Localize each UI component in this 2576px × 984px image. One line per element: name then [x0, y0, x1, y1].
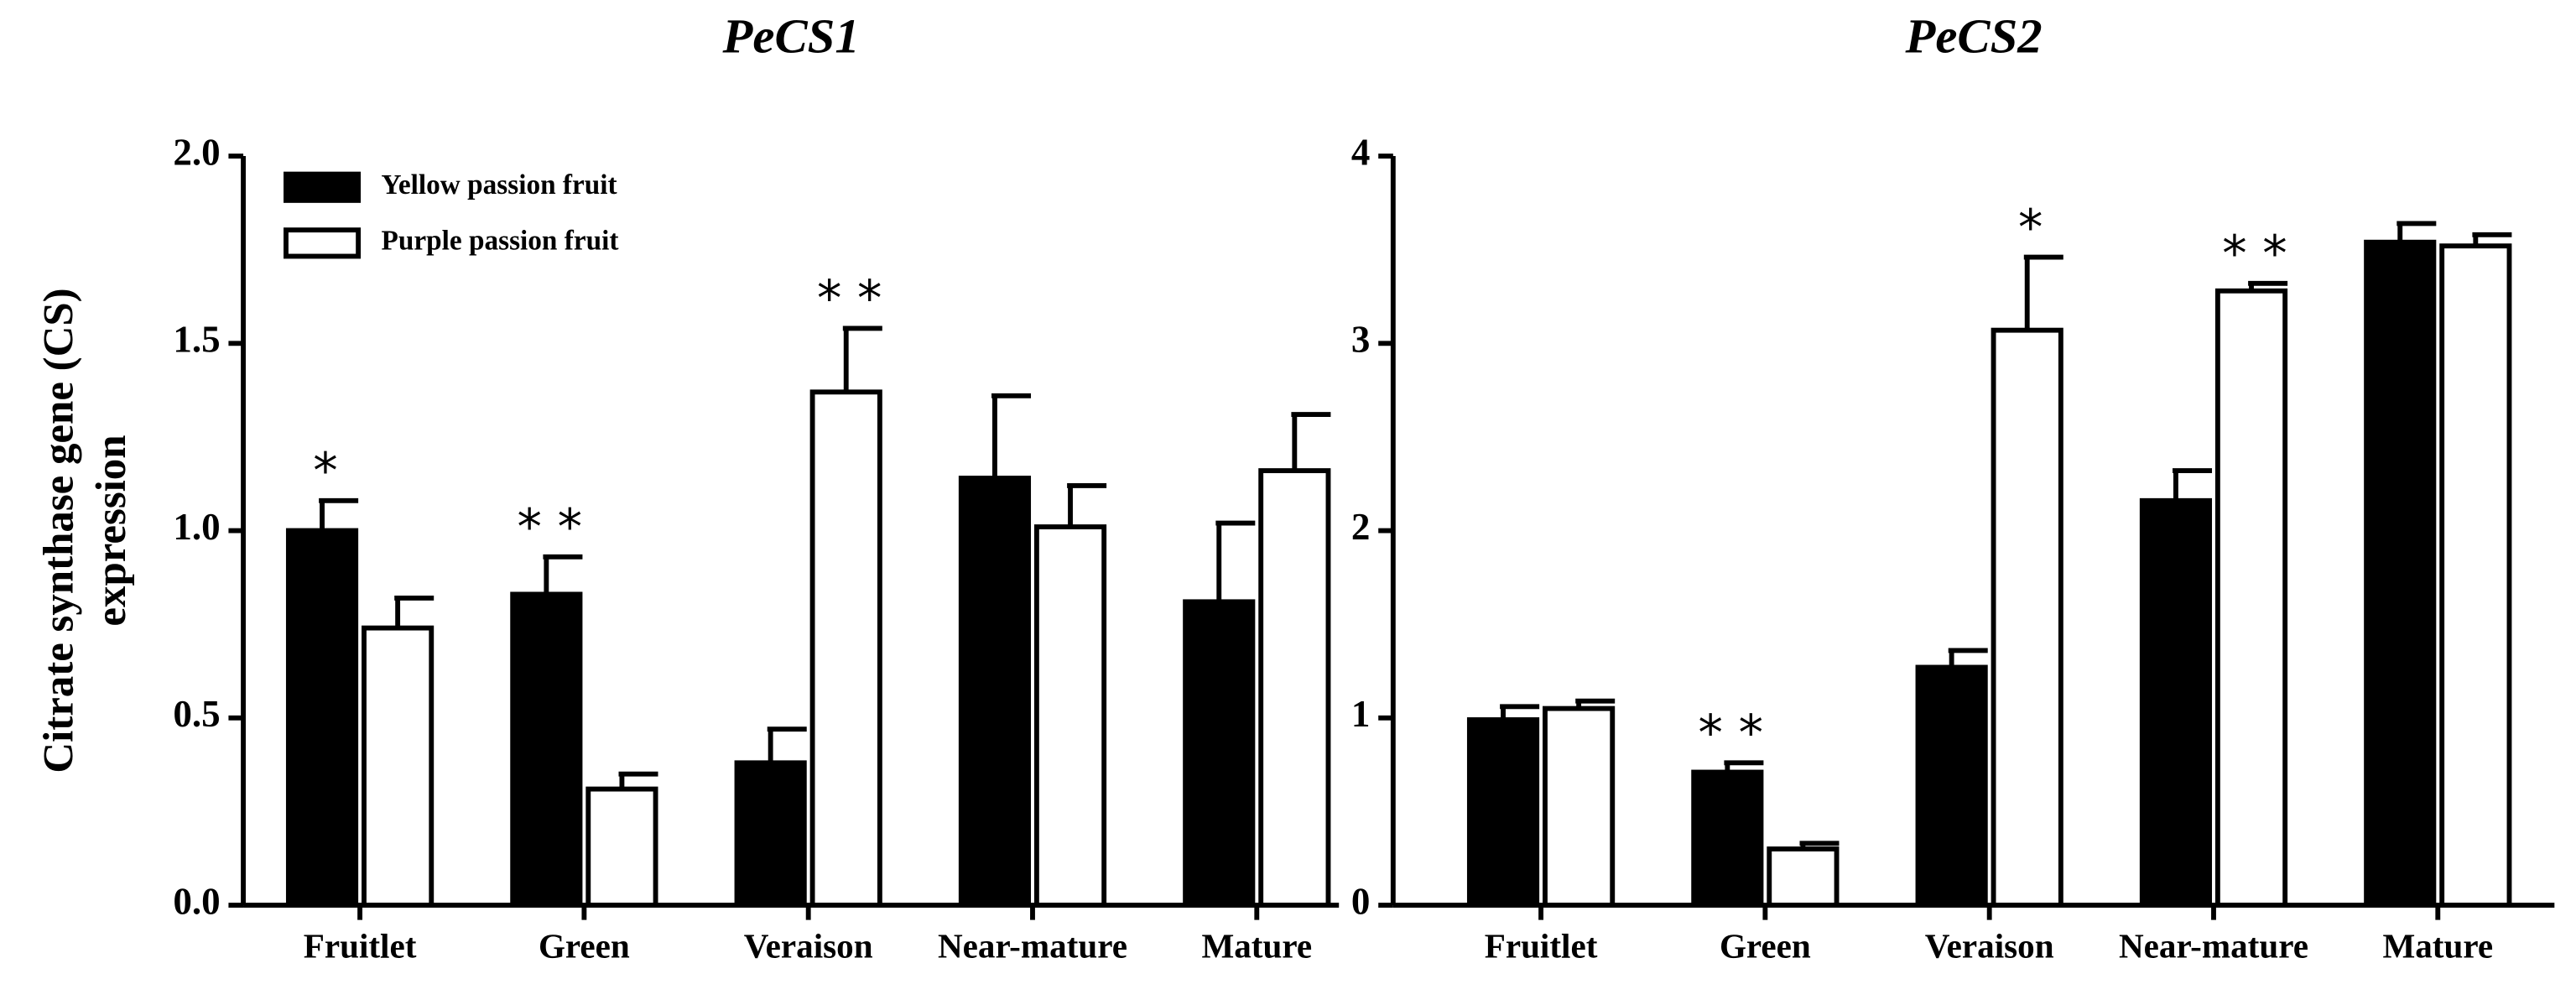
y-tick-label: 1.5 — [173, 319, 220, 361]
significance-mark: * * — [817, 269, 882, 327]
bar — [2439, 243, 2512, 908]
x-tick-label: Green — [539, 926, 630, 965]
y-tick-label: 2 — [1351, 506, 1371, 548]
significance-mark: * — [2018, 198, 2043, 256]
bar — [1991, 327, 2063, 908]
chart-title: PeCS2 — [1904, 8, 2042, 63]
significance-mark: * * — [1699, 704, 1763, 762]
bar — [1767, 846, 1840, 908]
bar — [734, 760, 807, 908]
y-tick-label: 1 — [1351, 693, 1371, 735]
x-tick-label: Mature — [1201, 926, 1312, 965]
bar — [510, 591, 583, 908]
bar — [1691, 769, 1764, 908]
legend-swatch — [284, 227, 362, 259]
bar — [585, 786, 658, 908]
bar — [809, 389, 882, 908]
bar — [2139, 497, 2213, 908]
chart-title: PeCS1 — [722, 8, 860, 63]
significance-mark: * * — [518, 498, 582, 556]
y-tick-label: 0 — [1351, 880, 1371, 922]
x-tick-label: Fruitlet — [304, 926, 417, 965]
x-tick-label: Near-mature — [938, 926, 1127, 965]
x-tick-label: Fruitlet — [1485, 926, 1598, 965]
x-tick-label: Veraison — [1925, 926, 2054, 965]
bar — [1183, 599, 1256, 908]
bar — [1543, 705, 1616, 908]
y-axis-label: Citrate synthase gene (CS) — [35, 288, 82, 773]
bar — [285, 528, 359, 908]
x-tick-label: Near-mature — [2119, 926, 2308, 965]
x-tick-label: Mature — [2382, 926, 2493, 965]
bar — [2214, 288, 2288, 908]
legend-swatch — [284, 171, 362, 203]
bar — [958, 476, 1032, 908]
y-tick-label: 3 — [1351, 319, 1371, 361]
y-tick-label: 1.0 — [173, 506, 220, 548]
y-axis-label: expression — [88, 435, 135, 626]
y-tick-label: 0.5 — [173, 693, 220, 735]
bar — [1915, 664, 1988, 908]
y-tick-label: 0.0 — [173, 880, 220, 922]
bar — [2364, 239, 2437, 908]
y-tick-label: 4 — [1351, 131, 1371, 173]
bar — [1258, 468, 1331, 908]
bar — [1466, 717, 1540, 908]
bar — [362, 625, 435, 908]
bar — [1033, 524, 1107, 908]
significance-mark: * * — [2222, 225, 2287, 283]
legend-label: Yellow passion fruit — [382, 169, 617, 200]
x-tick-label: Veraison — [744, 926, 873, 965]
significance-mark: * — [313, 442, 337, 500]
x-tick-label: Green — [1720, 926, 1811, 965]
y-tick-label: 2.0 — [173, 131, 220, 173]
legend-label: Purple passion fruit — [382, 225, 619, 256]
